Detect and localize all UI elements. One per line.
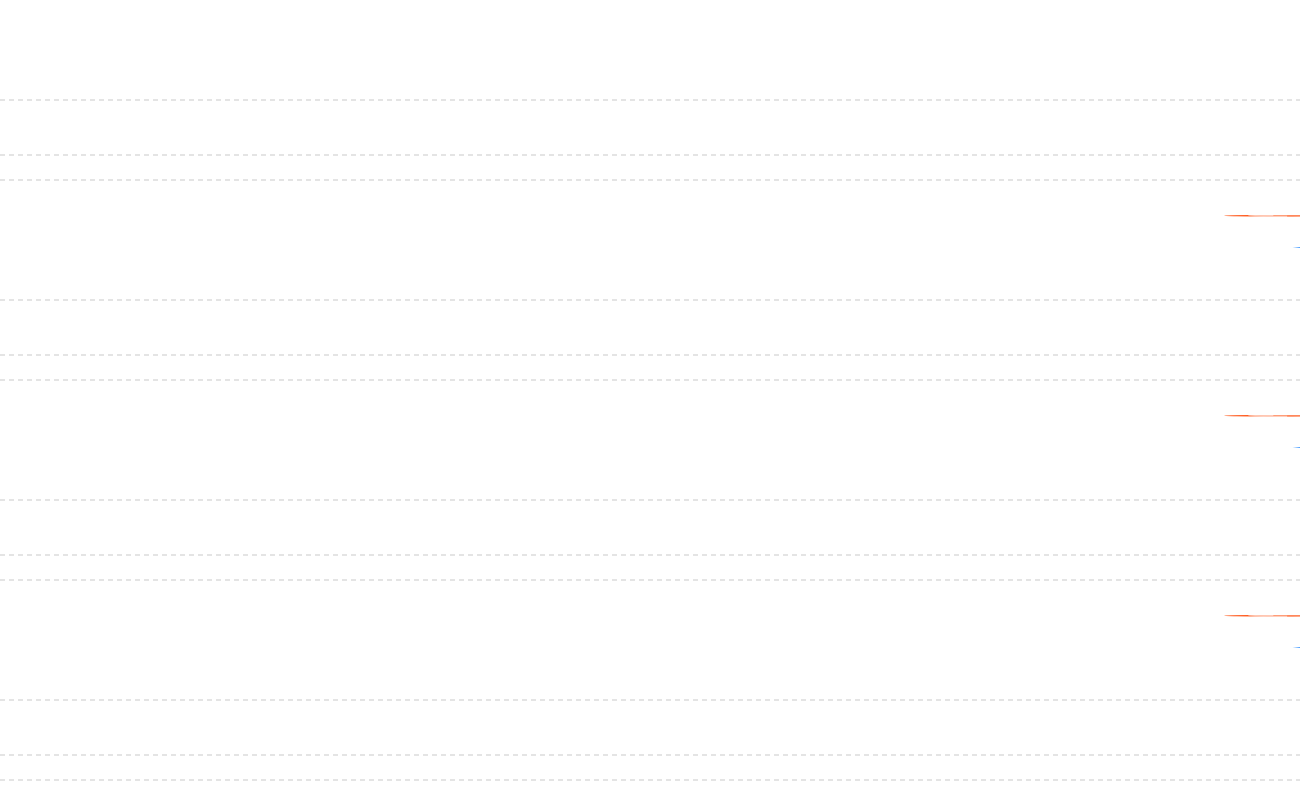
logo-row-2: GACTTCGATGACCGATATATGCTAATCGATGATACG	[1218, 415, 1300, 800]
logo-row-3: GACTTCGATGACCGATATATGCTAATCGATGATACG	[1218, 615, 1300, 800]
logo-row-1: GACTTCGATGACCGATATATGCTAATCGATGATACG	[1218, 215, 1300, 800]
logo-letter-A: A	[1292, 243, 1300, 249]
logo-letter-G: G	[1218, 215, 1300, 217]
logo-letter-A: A	[1292, 643, 1300, 649]
logo-letter-A: A	[1292, 443, 1300, 449]
logo-letter-G: G	[1218, 615, 1300, 617]
logo-letter-G: G	[1218, 415, 1300, 417]
